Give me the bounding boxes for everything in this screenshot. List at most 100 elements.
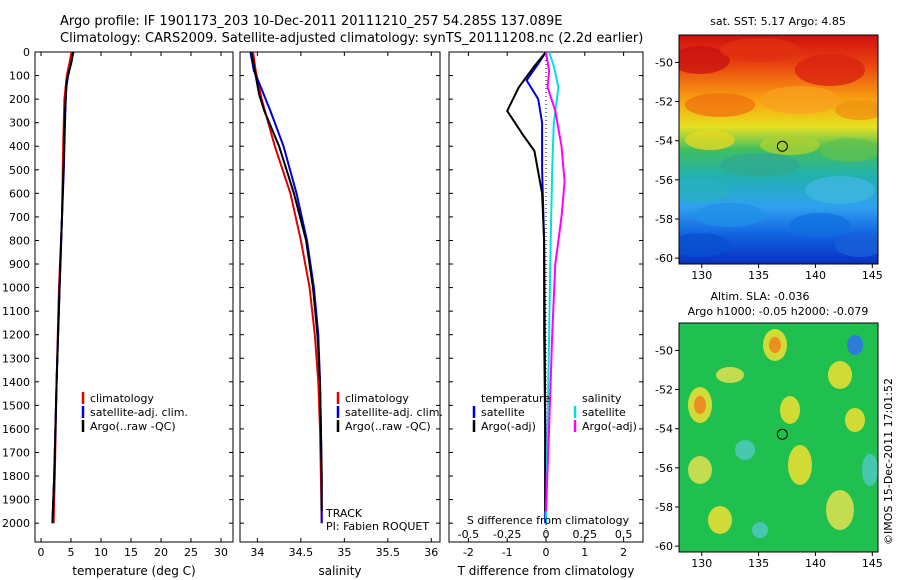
x-tick-label: 1: [581, 546, 588, 559]
sst-argo-location-marker: [776, 140, 788, 152]
y-tick-label: 1100: [2, 305, 30, 318]
map-x-tick-label: 140: [805, 269, 826, 282]
salinity-axes: 34 34.5 35 35.5 36: [240, 51, 440, 559]
y-tick-label: 300: [9, 117, 30, 130]
salinity-legend: climatology satellite-adj. clim. Argo(..…: [336, 392, 443, 433]
difference-x2label: S difference from climatology: [467, 514, 630, 527]
sst-texture-blob: [720, 153, 800, 177]
map-x-tick-label: 130: [691, 269, 712, 282]
x-tick-label: 34: [250, 546, 264, 559]
y-tick-label: 700: [9, 211, 30, 224]
sst-texture-blob: [679, 233, 730, 257]
legend-label-s-argo: Argo(-adj): [582, 420, 637, 433]
difference-axes: -2 -1 0 1 2 -0.5 -0.25 0 0.25 0.5: [449, 51, 643, 559]
y-tick-label: 1400: [2, 376, 30, 389]
y-tick-label: 400: [9, 140, 30, 153]
x2-tick-label: 0.25: [573, 528, 598, 541]
series-line-argo-raw-qc-: [250, 51, 323, 512]
sst-texture-blob: [835, 233, 878, 257]
legend-heading-temperature: temperature: [481, 392, 550, 405]
series-line-climatology: [52, 51, 73, 524]
pi-label: PI: Fabien ROQUET: [326, 520, 429, 533]
x-tick-label: 25: [184, 546, 198, 559]
series-line-t-satellite: [525, 51, 547, 524]
header-line-2: Climatology: CARS2009. Satellite-adjuste…: [60, 31, 643, 46]
temperature-axes: 0100200300400500600700800900100011001200…: [2, 46, 233, 559]
sla-texture-blob: [716, 367, 744, 383]
y-tick-label: 600: [9, 187, 30, 200]
series-line-t-argo-adj-: [506, 51, 547, 512]
sla-texture-blob: [769, 337, 781, 353]
y-tick-label: 1700: [2, 446, 30, 459]
map-y-tick-label: -54: [655, 135, 673, 148]
temperature-legend: climatology satellite-adj. clim. Argo(..…: [81, 392, 188, 433]
y-tick-label: 1300: [2, 352, 30, 365]
y-tick-label: 100: [9, 70, 30, 83]
x2-tick-label: 0: [543, 528, 550, 541]
imos-watermark: ©IMOS 15-Dec-2011 17:01:52: [882, 378, 895, 545]
x-tick-label: 10: [94, 546, 108, 559]
map-y-tick-label: -56: [655, 462, 673, 475]
x-tick-label: 35: [337, 546, 351, 559]
legend-label-t-argo: Argo(-adj): [481, 420, 536, 433]
y-tick-label: 1800: [2, 470, 30, 483]
sla-map-subtitle: Argo h1000: -0.05 h2000: -0.079: [688, 305, 869, 318]
header-line-1: Argo profile: IF 1901173_203 10-Dec-2011…: [60, 14, 562, 29]
x-tick-label: 20: [154, 546, 168, 559]
y-tick-label: 1200: [2, 329, 30, 342]
legend-label-argo: Argo(..raw -QC): [345, 420, 431, 433]
map-y-tick-label: -60: [655, 540, 673, 553]
series-line-s-satellite: [545, 51, 560, 524]
temperature-xlabel: temperature (deg C): [72, 564, 195, 578]
x-tick-label: 2: [620, 546, 627, 559]
map-y-tick-label: -50: [655, 56, 673, 69]
salinity-series: [249, 51, 323, 524]
sst-map-frame: [678, 34, 879, 265]
x-tick-label: 0: [543, 546, 550, 559]
sst-map-title: sat. SST: 5.17 Argo: 4.85: [710, 15, 846, 28]
sla-texture-blob: [862, 454, 878, 486]
x-tick-label: 35.5: [376, 546, 401, 559]
temperature-plot-frame: [34, 51, 234, 543]
sla-texture-blob: [735, 440, 755, 460]
legend-label-s-satellite: satellite: [582, 406, 626, 419]
map-x-tick-label: 135: [748, 269, 769, 282]
sla-texture-blob: [780, 396, 800, 424]
sst-texture-blob: [805, 176, 875, 204]
map-y-tick-label: -56: [655, 174, 673, 187]
sla-texture-blob: [708, 506, 732, 534]
sst-texture-blob: [685, 93, 755, 117]
x-tick-label: -2: [463, 546, 474, 559]
sla-texture-blob: [845, 408, 865, 432]
legend-label-climatology: climatology: [90, 392, 154, 405]
sst-texture-blob: [835, 100, 878, 120]
sst-texture-blob: [795, 54, 865, 86]
sst-texture-blob: [679, 178, 730, 202]
sla-texture-blob: [688, 456, 712, 484]
salinity-plot-frame: [239, 51, 441, 543]
legend-label-satellite: satellite-adj. clim.: [345, 406, 443, 419]
y-tick-label: 200: [9, 93, 30, 106]
sla-texture-blob: [826, 490, 854, 530]
sla-texture-blob: [847, 335, 863, 355]
series-line-climatology: [252, 51, 323, 524]
sla-texture-blob: [788, 445, 812, 485]
sst-texture-blob: [685, 130, 735, 150]
map-y-tick-label: -58: [655, 213, 673, 226]
x-tick-label: -1: [502, 546, 513, 559]
sla-texture-blob: [828, 361, 852, 389]
x-tick-label: 36: [424, 546, 438, 559]
sst-texture-blob: [760, 86, 840, 114]
sst-texture-blob: [720, 38, 800, 62]
legend-heading-salinity: salinity: [582, 392, 622, 405]
difference-series: [506, 51, 566, 524]
legend-label-t-satellite: satellite: [481, 406, 525, 419]
map-y-tick-label: -54: [655, 423, 673, 436]
sla-map-frame: [678, 322, 879, 553]
sst-map-image: [679, 35, 878, 264]
legend-label-satellite: satellite-adj. clim.: [90, 406, 188, 419]
legend-label-climatology: climatology: [345, 392, 409, 405]
y-tick-label: 0: [23, 46, 30, 59]
y-tick-label: 1000: [2, 282, 30, 295]
